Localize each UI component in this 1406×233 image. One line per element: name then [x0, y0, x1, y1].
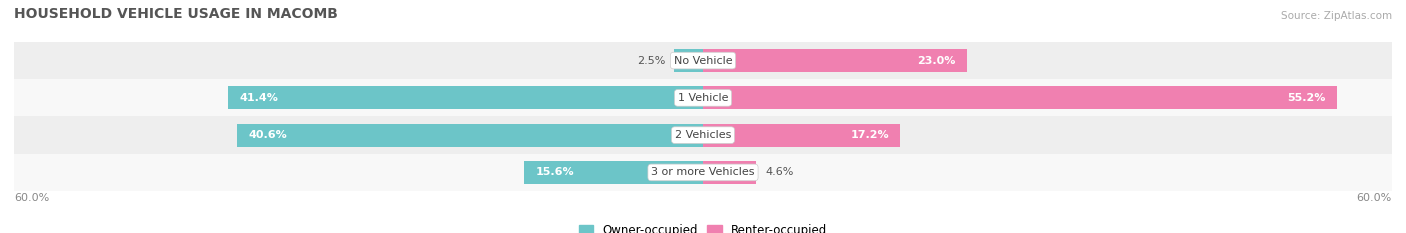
Bar: [14, 116, 1392, 154]
Text: 60.0%: 60.0%: [1357, 193, 1392, 203]
Text: 41.4%: 41.4%: [239, 93, 278, 103]
Bar: [703, 49, 967, 72]
Bar: [703, 161, 756, 184]
Bar: [14, 79, 1392, 116]
Text: No Vehicle: No Vehicle: [673, 56, 733, 65]
Text: 15.6%: 15.6%: [536, 168, 574, 177]
Text: 60.0%: 60.0%: [14, 193, 49, 203]
Text: Source: ZipAtlas.com: Source: ZipAtlas.com: [1281, 11, 1392, 21]
Text: 4.6%: 4.6%: [765, 168, 793, 177]
Bar: [703, 123, 900, 147]
Text: 17.2%: 17.2%: [851, 130, 889, 140]
Legend: Owner-occupied, Renter-occupied: Owner-occupied, Renter-occupied: [574, 219, 832, 233]
Bar: [14, 42, 1392, 79]
Bar: [703, 86, 1337, 110]
Text: 23.0%: 23.0%: [917, 56, 956, 65]
Bar: [524, 161, 703, 184]
Bar: [228, 86, 703, 110]
Text: 2 Vehicles: 2 Vehicles: [675, 130, 731, 140]
Text: 3 or more Vehicles: 3 or more Vehicles: [651, 168, 755, 177]
Bar: [14, 154, 1392, 191]
Text: 55.2%: 55.2%: [1286, 93, 1326, 103]
Bar: [675, 49, 703, 72]
Bar: [236, 123, 703, 147]
Text: 40.6%: 40.6%: [249, 130, 287, 140]
Text: HOUSEHOLD VEHICLE USAGE IN MACOMB: HOUSEHOLD VEHICLE USAGE IN MACOMB: [14, 7, 337, 21]
Text: 2.5%: 2.5%: [637, 56, 665, 65]
Text: 1 Vehicle: 1 Vehicle: [678, 93, 728, 103]
